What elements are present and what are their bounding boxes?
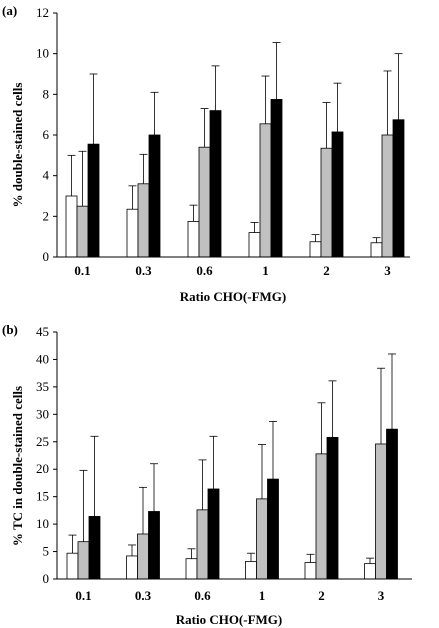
category-label: 0.3 bbox=[135, 263, 152, 278]
y-tick-label: 45 bbox=[36, 324, 49, 339]
bar bbox=[77, 541, 90, 580]
bar bbox=[209, 110, 222, 258]
bars-a bbox=[65, 99, 405, 258]
bar bbox=[198, 146, 211, 258]
y-tick-label: 10 bbox=[36, 46, 49, 61]
bars-b bbox=[66, 428, 398, 580]
bar bbox=[245, 561, 257, 580]
bar bbox=[270, 99, 283, 258]
y-tick-label: 10 bbox=[36, 516, 49, 531]
x-axis-label-a: Ratio CHO(-FMG) bbox=[180, 289, 287, 304]
bar bbox=[392, 119, 405, 258]
bar bbox=[137, 533, 149, 580]
y-tick-label: 25 bbox=[36, 434, 49, 449]
bar bbox=[267, 478, 279, 580]
bar bbox=[148, 134, 161, 258]
category-label: 2 bbox=[323, 263, 330, 278]
bar bbox=[381, 134, 394, 258]
category-label: 0.1 bbox=[74, 263, 90, 278]
y-tick-label: 8 bbox=[43, 86, 50, 101]
y-tick-label: 2 bbox=[43, 208, 50, 223]
bar bbox=[76, 205, 89, 258]
category-labels-a: 0.1 0.3 0.6 1 2 3 bbox=[74, 263, 391, 278]
bar bbox=[248, 232, 261, 258]
chart-a: (a) % double-stained cells Ratio CHO(-FM… bbox=[2, 3, 410, 304]
y-tick-label: 0 bbox=[43, 571, 50, 586]
y-tick-label: 12 bbox=[36, 5, 49, 20]
y-tick-label: 0 bbox=[43, 249, 50, 264]
y-tick-label: 15 bbox=[36, 489, 49, 504]
y-tick-label: 40 bbox=[36, 351, 49, 366]
y-tick-label: 35 bbox=[36, 379, 49, 394]
bar bbox=[309, 241, 322, 258]
bar bbox=[185, 558, 198, 580]
bar bbox=[207, 488, 220, 580]
category-label: 2 bbox=[318, 588, 325, 603]
bar bbox=[315, 453, 328, 580]
error-bars-b bbox=[68, 353, 396, 564]
y-tick-label: 6 bbox=[43, 127, 50, 142]
category-label: 0.1 bbox=[75, 588, 91, 603]
error-bars-a bbox=[67, 42, 403, 243]
chart-b: (b) % TC in double-stained cells Ratio C… bbox=[2, 322, 412, 627]
bar bbox=[304, 562, 317, 580]
y-tick-label: 20 bbox=[36, 461, 49, 476]
y-tick-label: 4 bbox=[43, 168, 50, 183]
y-axis-label-a: % double-stained cells bbox=[10, 83, 25, 208]
bar bbox=[137, 183, 150, 258]
category-labels-b: 0.1 0.3 0.6 1 2 3 bbox=[75, 588, 384, 603]
bar bbox=[66, 552, 79, 580]
bar bbox=[259, 123, 272, 258]
bar bbox=[65, 195, 78, 258]
bar bbox=[87, 143, 100, 258]
x-axis-label-b: Ratio CHO(-FMG) bbox=[176, 612, 283, 627]
category-label: 3 bbox=[384, 263, 391, 278]
category-label: 1 bbox=[259, 588, 266, 603]
bar bbox=[364, 563, 376, 580]
bar bbox=[148, 511, 160, 580]
bar bbox=[320, 147, 333, 258]
panel-label-b: (b) bbox=[2, 322, 18, 337]
y-tick-label: 30 bbox=[36, 406, 49, 421]
bar bbox=[88, 516, 101, 580]
bar bbox=[326, 436, 339, 580]
y-tick-label: 5 bbox=[43, 544, 50, 559]
bar bbox=[331, 131, 344, 258]
bar bbox=[126, 208, 139, 258]
y-axis-label-b: % TC in double-stained cells bbox=[10, 386, 25, 546]
bar bbox=[386, 428, 398, 580]
panel-label-a: (a) bbox=[2, 3, 17, 18]
category-label: 0.3 bbox=[135, 588, 152, 603]
bar bbox=[256, 498, 268, 580]
bar bbox=[187, 221, 200, 258]
y-ticks-a: 0 2 4 6 8 10 12 bbox=[36, 5, 57, 264]
bar bbox=[196, 509, 209, 580]
category-label: 0.6 bbox=[194, 588, 211, 603]
category-label: 3 bbox=[378, 588, 385, 603]
category-label: 0.6 bbox=[196, 263, 213, 278]
bar bbox=[375, 443, 387, 580]
bar bbox=[370, 242, 383, 258]
bar bbox=[126, 555, 138, 580]
category-label: 1 bbox=[262, 263, 269, 278]
y-ticks-b: 0 5 10 15 20 25 30 35 40 45 bbox=[36, 324, 57, 586]
